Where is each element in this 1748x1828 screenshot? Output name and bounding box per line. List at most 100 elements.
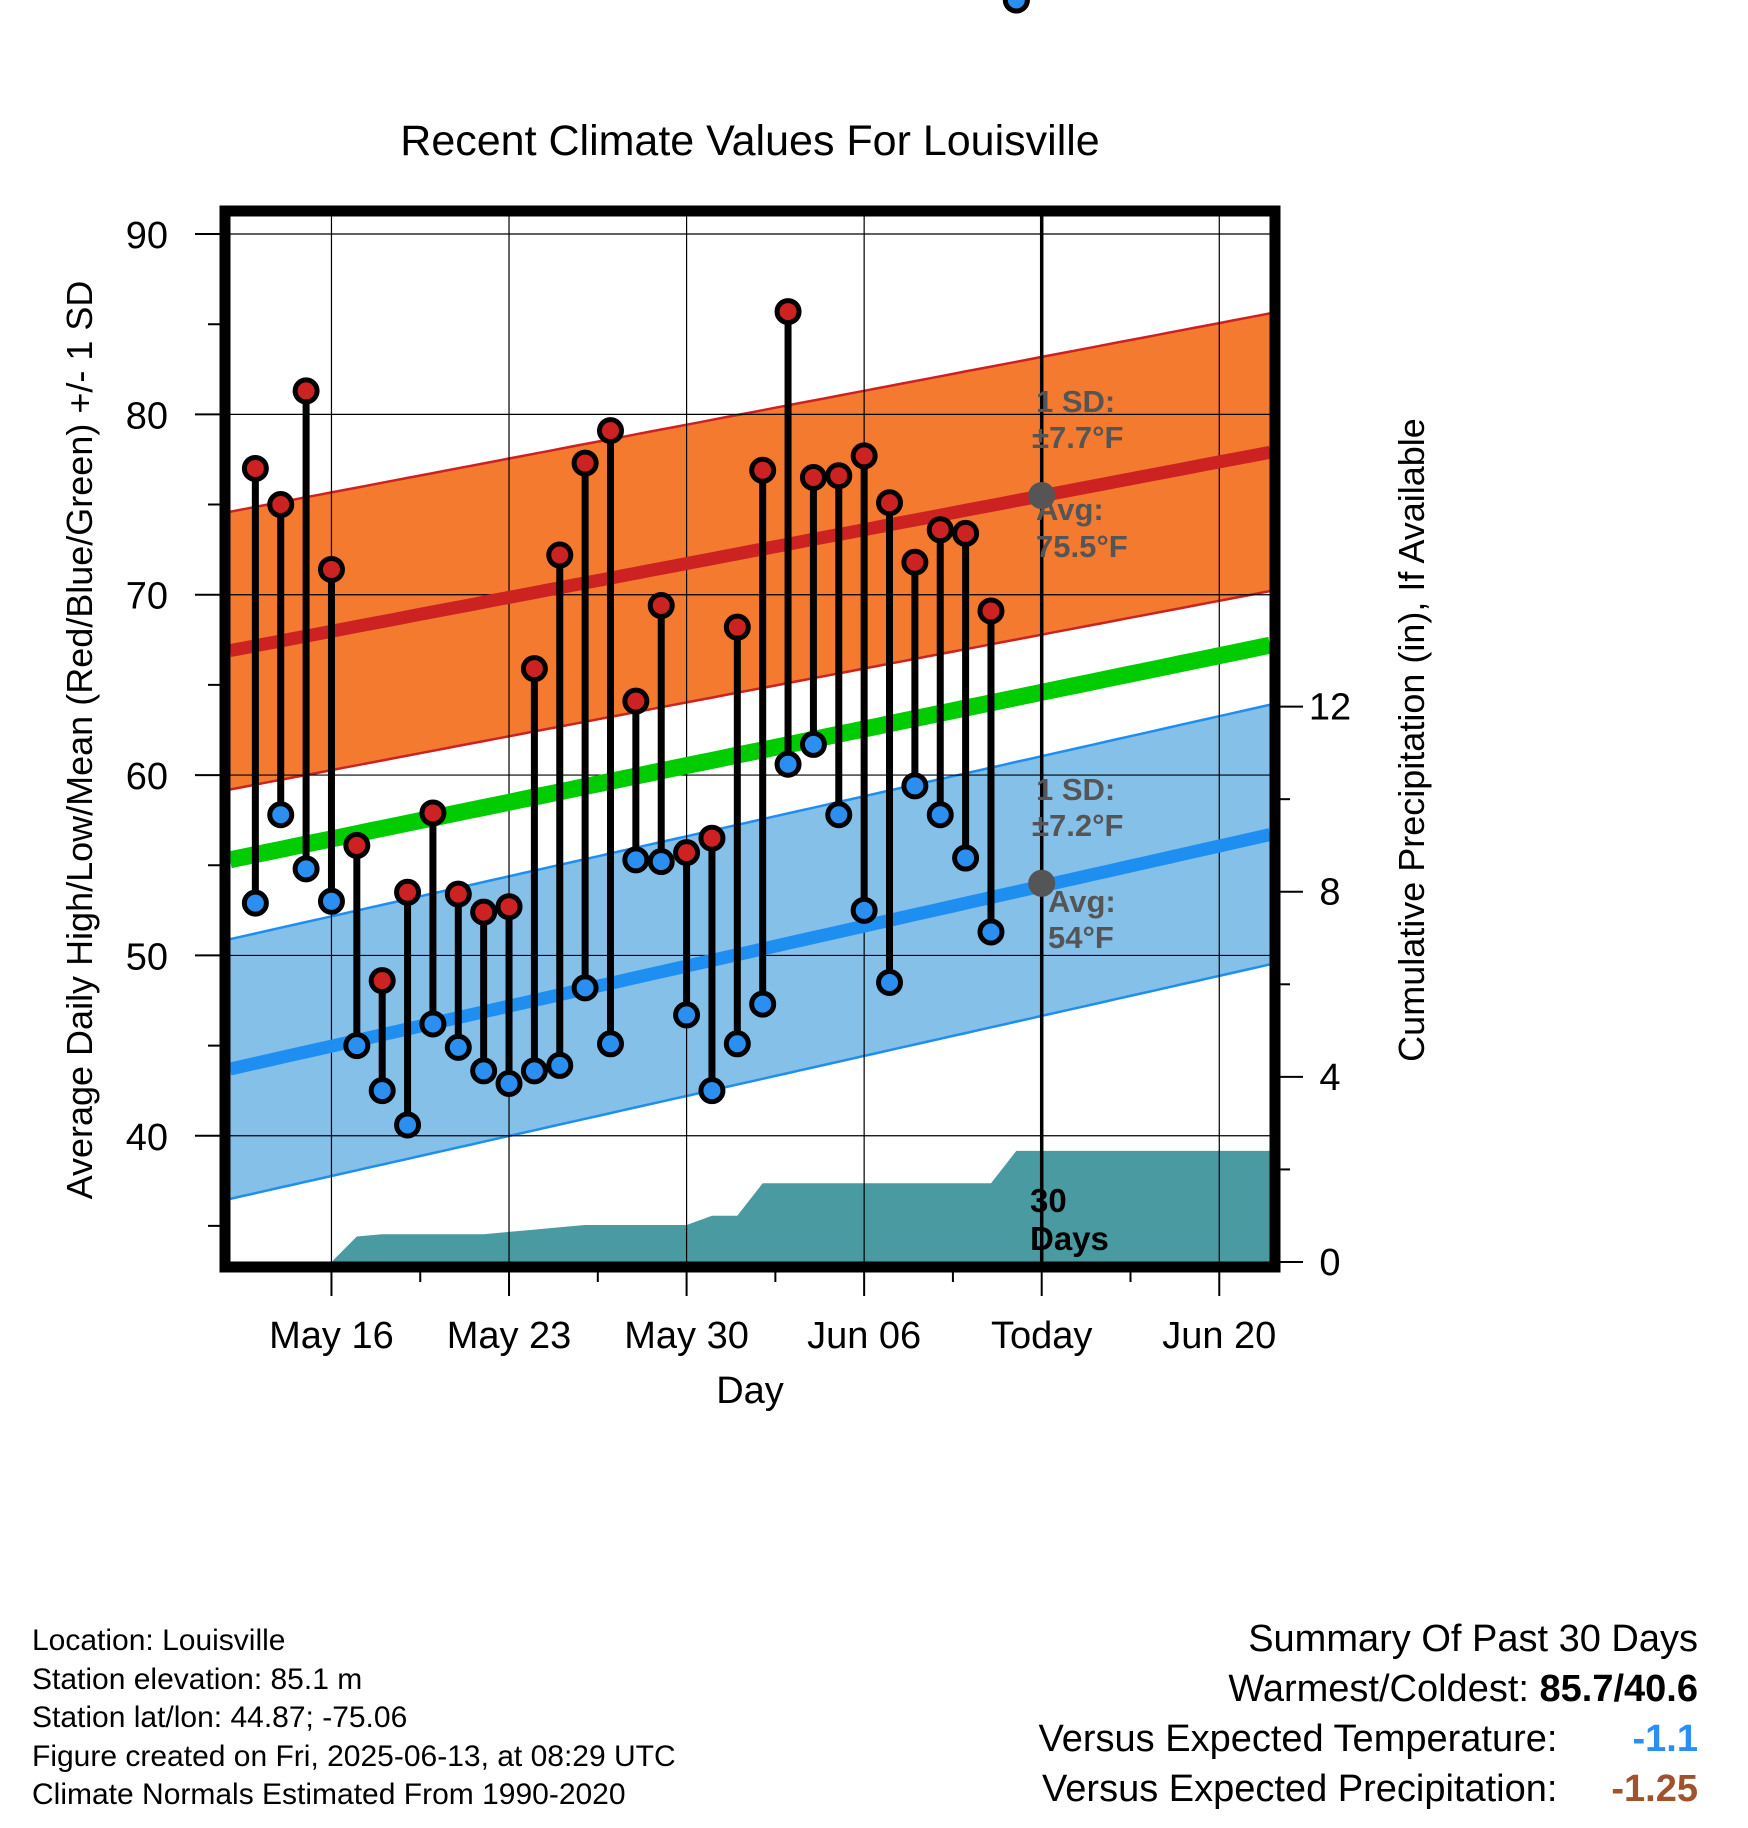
- summary-warmest-row: Warmest/Coldest: 85.7/40.6: [1039, 1664, 1698, 1714]
- daily-low-point: [571, 974, 599, 1002]
- daily-low-point: [698, 1077, 726, 1105]
- x-tick-label: May 30: [624, 1315, 749, 1357]
- daily-low-point: [368, 1077, 396, 1105]
- daily-high-point: [799, 464, 827, 491]
- high-sd-lower-line: [230, 589, 1270, 791]
- location-text: Location: Louisville: [32, 1624, 286, 1657]
- daily-low-point: [850, 896, 878, 924]
- temp-label: Versus Expected Temperature:: [1038, 1718, 1558, 1760]
- low-sd-lower-line: [230, 963, 1270, 1201]
- y2-axis-label: Cumulative Precipitation (in), If Availa…: [1391, 418, 1432, 1062]
- daily-low-point: [546, 1051, 574, 1079]
- daily-high-point: [419, 799, 447, 827]
- daily-low-point: [876, 968, 904, 996]
- daily-high-point: [394, 878, 422, 906]
- elevation-text: Station elevation: 85.1 m: [32, 1662, 363, 1696]
- daily-high-point: [368, 967, 396, 995]
- daily-high-point: [622, 687, 650, 715]
- high-avg-value: 75.5°F: [1036, 529, 1128, 564]
- daily-high-point: [470, 898, 498, 926]
- daily-high-point: [977, 597, 1005, 625]
- daily-high-point: [825, 462, 853, 490]
- created-text: Figure created on Fri, 2025-06-13, at 08…: [32, 1739, 676, 1773]
- daily-high-point: [495, 893, 523, 921]
- today-high-avg-marker: [1028, 482, 1056, 510]
- summary-panel: Summary Of Past 30 Days Warmest/Coldest:…: [1039, 1614, 1698, 1814]
- daily-low-point: [977, 918, 1005, 946]
- daily-low-point: [622, 846, 650, 874]
- daily-low-point: [825, 801, 853, 829]
- warmest-label: Warmest/Coldest:: [1228, 1668, 1529, 1710]
- daily-high-point: [343, 831, 371, 859]
- daily-low-point: [799, 730, 827, 758]
- daily-high-point: [267, 491, 295, 519]
- y2-tick-label: 12: [1309, 687, 1351, 729]
- days-label-number: 30: [1030, 1182, 1067, 1219]
- daily-high-point: [571, 449, 599, 477]
- days-label-text: Days: [1030, 1220, 1109, 1257]
- daily-low-point: [926, 801, 954, 829]
- y2-tick-label: 0: [1319, 1242, 1340, 1284]
- summary-temp-row: Versus Expected Temperature: -1.1: [1039, 1714, 1698, 1764]
- daily-high-point: [952, 519, 980, 547]
- daily-low-point: [241, 889, 269, 917]
- temp-value: -1.1: [1632, 1718, 1698, 1760]
- daily-low-point: [749, 990, 777, 1018]
- precip-area: [306, 1150, 1270, 1262]
- daily-low-point: [723, 1030, 751, 1058]
- y2-tick-label: 8: [1319, 872, 1340, 914]
- daily-high-point: [850, 442, 878, 470]
- high-avg-label: Avg:: [1036, 492, 1104, 527]
- high-sd-upper-line: [230, 312, 1270, 514]
- daily-low-point: [495, 1069, 523, 1097]
- x-tick-label: Today: [991, 1315, 1092, 1357]
- y-tick-label: 60: [126, 756, 168, 798]
- plot-layer: [230, 216, 1270, 1262]
- low-sd-label: 1 SD:: [1036, 772, 1115, 807]
- high-sd-value: ±7.7°F: [1032, 420, 1123, 455]
- daily-high-point: [774, 298, 802, 326]
- y-tick-label: 50: [126, 936, 168, 978]
- x-tick-label: May 23: [447, 1315, 572, 1357]
- daily-low-point: [394, 1111, 422, 1139]
- daily-high-point: [876, 489, 904, 517]
- daily-low-point: [267, 801, 295, 829]
- daily-low-point: [444, 1033, 472, 1061]
- daily-high-point: [317, 555, 345, 583]
- y-axis-label: Average Daily High/Low/Mean (Red/Blue/Gr…: [59, 281, 100, 1200]
- precip-label: Versus Expected Precipitation:: [1042, 1768, 1558, 1810]
- x-tick-label: May 16: [269, 1315, 394, 1357]
- daily-high-point: [926, 516, 954, 544]
- plot-frame: [219, 205, 1281, 1273]
- low-normal-line: [230, 828, 1270, 1076]
- y-tick-label: 40: [126, 1117, 168, 1159]
- station-info: Location: Louisville Station elevation: …: [32, 1622, 676, 1815]
- x-tick-label: Jun 20: [1162, 1315, 1276, 1357]
- daily-low-point: [596, 1030, 624, 1058]
- daily-high-point: [698, 824, 726, 852]
- y-tick-label: 90: [126, 215, 168, 257]
- low-avg-label: Avg:: [1048, 884, 1116, 919]
- daily-low-point: [673, 1001, 701, 1029]
- daily-high-point: [241, 454, 269, 482]
- y-tick-label: 80: [126, 395, 168, 437]
- latlon-text: Station lat/lon: 44.87; -75.06: [32, 1701, 408, 1734]
- daily-high-point: [749, 456, 777, 484]
- x-tick-label: Jun 06: [807, 1315, 921, 1357]
- low-sd-value: ±7.2°F: [1032, 808, 1123, 843]
- daily-high-point: [520, 655, 548, 683]
- daily-high-point: [647, 592, 675, 620]
- daily-low-point: [647, 848, 675, 876]
- daily-high-point: [444, 880, 472, 908]
- daily-low-point: [292, 855, 320, 883]
- summary-precip-row: Versus Expected Precipitation: -1.25: [1039, 1764, 1698, 1814]
- daily-low-point: [520, 1057, 548, 1085]
- daily-high-point: [901, 548, 929, 576]
- daily-high-point: [292, 377, 320, 405]
- precip-value: -1.25: [1611, 1768, 1698, 1810]
- daily-low-point: [1002, 0, 1030, 14]
- daily-low-point: [419, 1010, 447, 1038]
- daily-high-point: [546, 541, 574, 569]
- warmest-value: 85.7/40.6: [1539, 1668, 1698, 1710]
